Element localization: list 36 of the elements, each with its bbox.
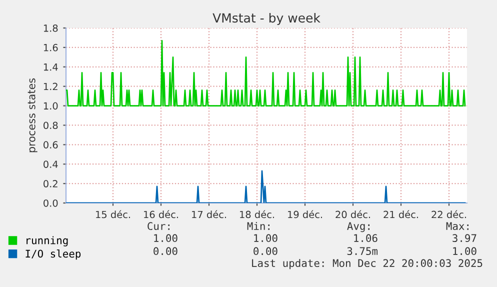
text: 1.06 <box>354 234 378 242</box>
y-tick-label: 0.8 <box>44 122 58 130</box>
y-tick-label: 0.6 <box>44 141 58 148</box>
text: Cur: <box>148 222 170 230</box>
y-axis-title: process states <box>28 78 38 152</box>
y-tick-label: 0.2 <box>44 180 58 188</box>
text: Max: <box>446 222 468 230</box>
y-tick-label: 0.4 <box>44 160 58 168</box>
text: Last update: Mon Dec 22 20:00:03 2025 <box>252 258 482 270</box>
x-tick-label: 21 déc. <box>384 210 418 218</box>
text: 0.00 <box>154 247 178 256</box>
text: Avg: <box>347 222 370 232</box>
y-tick-label: 1.8 <box>44 24 58 32</box>
x-tick-label: 22 déc. <box>432 210 466 218</box>
x-tick-label: 19 déc. <box>288 210 322 218</box>
x-tick-label: 15 déc. <box>96 210 130 218</box>
text: Min: <box>247 222 270 230</box>
chart-title: VMstat - by week <box>212 12 320 26</box>
y-tick-label: 1.4 <box>44 63 58 71</box>
line-series <box>66 40 466 106</box>
y-tick-label: 1.2 <box>44 82 58 90</box>
text: 3.97 <box>452 234 476 242</box>
x-tick-label: 20 déc. <box>336 210 370 218</box>
text: 0.00 <box>254 247 278 256</box>
legend-label: I/O sleep <box>26 250 81 260</box>
x-tick-label: 17 déc. <box>192 210 226 218</box>
legend-label: running <box>26 236 68 246</box>
y-tick-label: 1.6 <box>44 44 58 52</box>
text: 1.00 <box>254 234 278 242</box>
text: 1.00 <box>154 234 178 242</box>
text: 1.00 <box>453 247 476 256</box>
text: 3.75m <box>347 247 378 256</box>
y-tick-label: 1.0 <box>44 102 58 110</box>
x-tick-label: 16 déc. <box>144 210 178 218</box>
x-tick-label: 18 déc. <box>240 210 274 218</box>
y-tick-label: 0.0 <box>44 199 58 207</box>
